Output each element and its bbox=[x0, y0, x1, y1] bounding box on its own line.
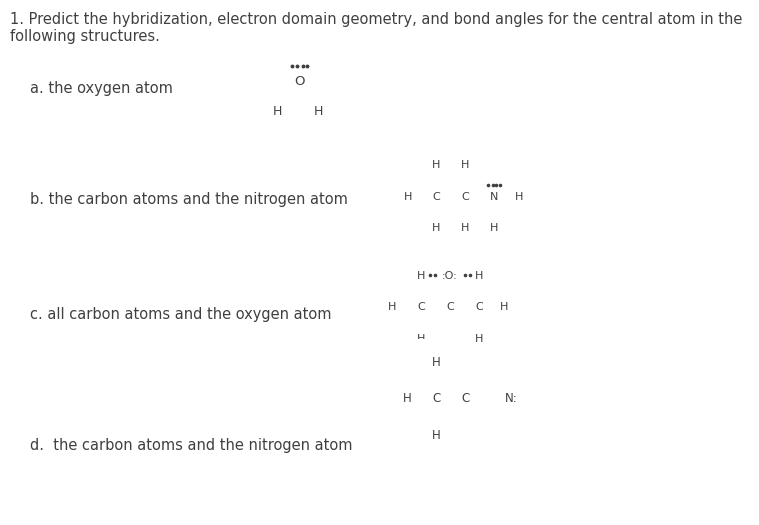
Text: 1. Predict the hybridization, electron domain geometry, and bond angles for the : 1. Predict the hybridization, electron d… bbox=[10, 12, 742, 27]
Text: H: H bbox=[417, 333, 426, 344]
Text: N: N bbox=[490, 192, 499, 202]
Text: H: H bbox=[417, 270, 426, 281]
Text: following structures.: following structures. bbox=[10, 29, 159, 44]
Text: b. the carbon atoms and the nitrogen atom: b. the carbon atoms and the nitrogen ato… bbox=[30, 192, 348, 207]
Text: H: H bbox=[314, 105, 323, 118]
Text: C: C bbox=[461, 192, 469, 202]
Text: C: C bbox=[446, 302, 454, 312]
Text: :O:: :O: bbox=[442, 270, 458, 281]
Text: d.  the carbon atoms and the nitrogen atom: d. the carbon atoms and the nitrogen ato… bbox=[30, 438, 353, 454]
Text: H: H bbox=[515, 192, 524, 202]
Text: H: H bbox=[403, 192, 412, 202]
Text: H: H bbox=[474, 333, 483, 344]
Text: c. all carbon atoms and the oxygen atom: c. all carbon atoms and the oxygen atom bbox=[30, 307, 332, 322]
Text: H: H bbox=[403, 393, 412, 405]
Text: H: H bbox=[432, 429, 441, 442]
Text: H: H bbox=[490, 223, 499, 234]
Text: H: H bbox=[432, 160, 441, 171]
Text: C: C bbox=[475, 302, 483, 312]
Text: H: H bbox=[388, 302, 397, 312]
Text: H: H bbox=[461, 223, 470, 234]
Text: a. the oxygen atom: a. the oxygen atom bbox=[30, 81, 173, 97]
Text: H: H bbox=[432, 356, 441, 369]
Text: C: C bbox=[433, 393, 440, 405]
Text: N:: N: bbox=[505, 393, 517, 405]
Text: H: H bbox=[432, 223, 441, 234]
Text: H: H bbox=[499, 302, 509, 312]
Text: O: O bbox=[294, 75, 305, 88]
Text: C: C bbox=[433, 192, 440, 202]
Text: H: H bbox=[461, 160, 470, 171]
Text: H: H bbox=[474, 270, 483, 281]
Text: H: H bbox=[272, 105, 282, 118]
Text: C: C bbox=[417, 302, 425, 312]
Text: C: C bbox=[461, 393, 469, 405]
